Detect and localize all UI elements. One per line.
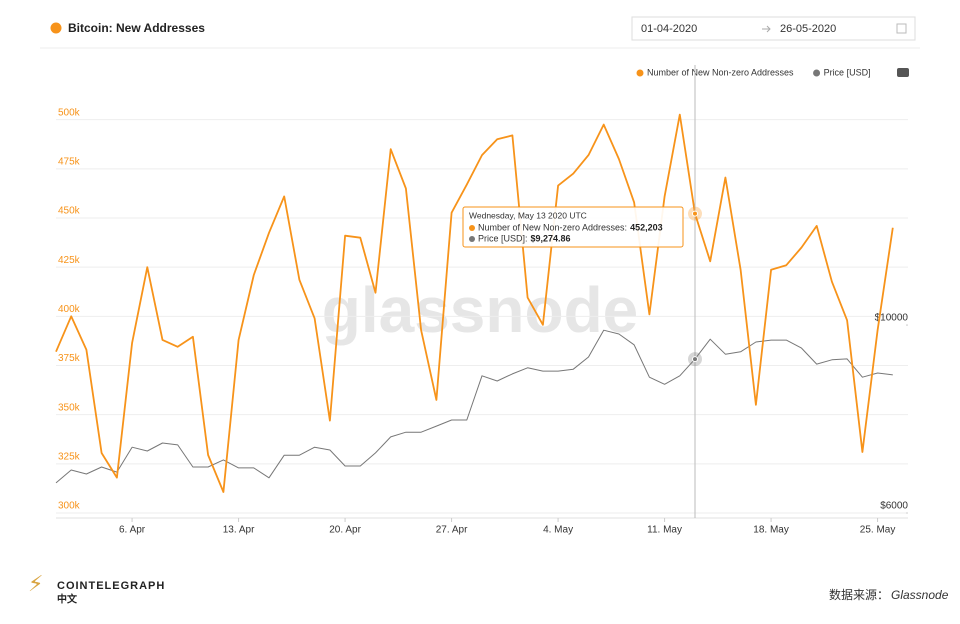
series-line [55,113,894,493]
date-to[interactable]: 26-05-2020 [780,23,836,35]
chart-title: Bitcoin: New Addresses [68,21,205,35]
legend-marker [636,69,644,77]
y-tick-label: 375k [58,353,81,364]
calendar-icon[interactable] [896,23,907,34]
tooltip-marker [469,236,475,242]
tooltip-value: $9,274.86 [531,233,571,243]
x-tick-label: 13. Apr [223,525,255,536]
series-line [55,329,893,484]
x-tick-label: 27. Apr [436,525,468,536]
hover-point [692,210,698,217]
brand-logo: ⚡ [28,571,43,596]
watermark: glassnode [322,274,639,346]
y-tick-label: 425k [58,255,81,266]
date-from[interactable]: 01-04-2020 [641,23,697,35]
y-tick-label: 400k [58,304,81,315]
y-tick-label: 475k [58,156,81,167]
x-tick-label: 4. May [543,525,573,536]
source-label: 数据来源： [829,587,889,602]
legend-label: Price [USD] [824,67,871,77]
brand-name: COINTELEGRAPH [57,580,165,592]
y-tick-label: 350k [58,402,81,413]
camera-icon[interactable] [897,68,909,77]
hover-point [692,356,698,363]
x-tick-label: 18. May [753,525,789,536]
x-tick-label: 11. May [647,525,682,536]
tooltip-title: Wednesday, May 13 2020 UTC [469,210,587,220]
y2-tick-label: $6000 [880,501,908,512]
title-icon [50,22,62,34]
x-tick-label: 20. Apr [329,525,361,536]
y-tick-label: 500k [58,107,81,118]
brand-sub: 中文 [57,593,78,606]
date-arrow [762,25,771,33]
x-tick-label: 6. Apr [119,525,146,536]
tooltip-value: 452,203 [630,222,663,232]
y2-tick-label: $10000 [875,313,909,324]
y-tick-label: 325k [58,451,81,462]
y-tick-label: 300k [58,501,81,512]
tooltip-marker [469,225,475,231]
source-name: Glassnode [891,588,949,602]
tooltip-box [462,206,684,248]
tooltip-label: Price [USD]: [478,233,528,243]
x-tick-label: 25. May [860,525,896,536]
y-tick-label: 450k [58,206,81,217]
tooltip-label: Number of New Non-zero Addresses: [478,222,627,232]
legend-marker [813,69,821,77]
date-picker[interactable] [631,16,916,41]
legend-label: Number of New Non-zero Addresses [647,67,794,77]
